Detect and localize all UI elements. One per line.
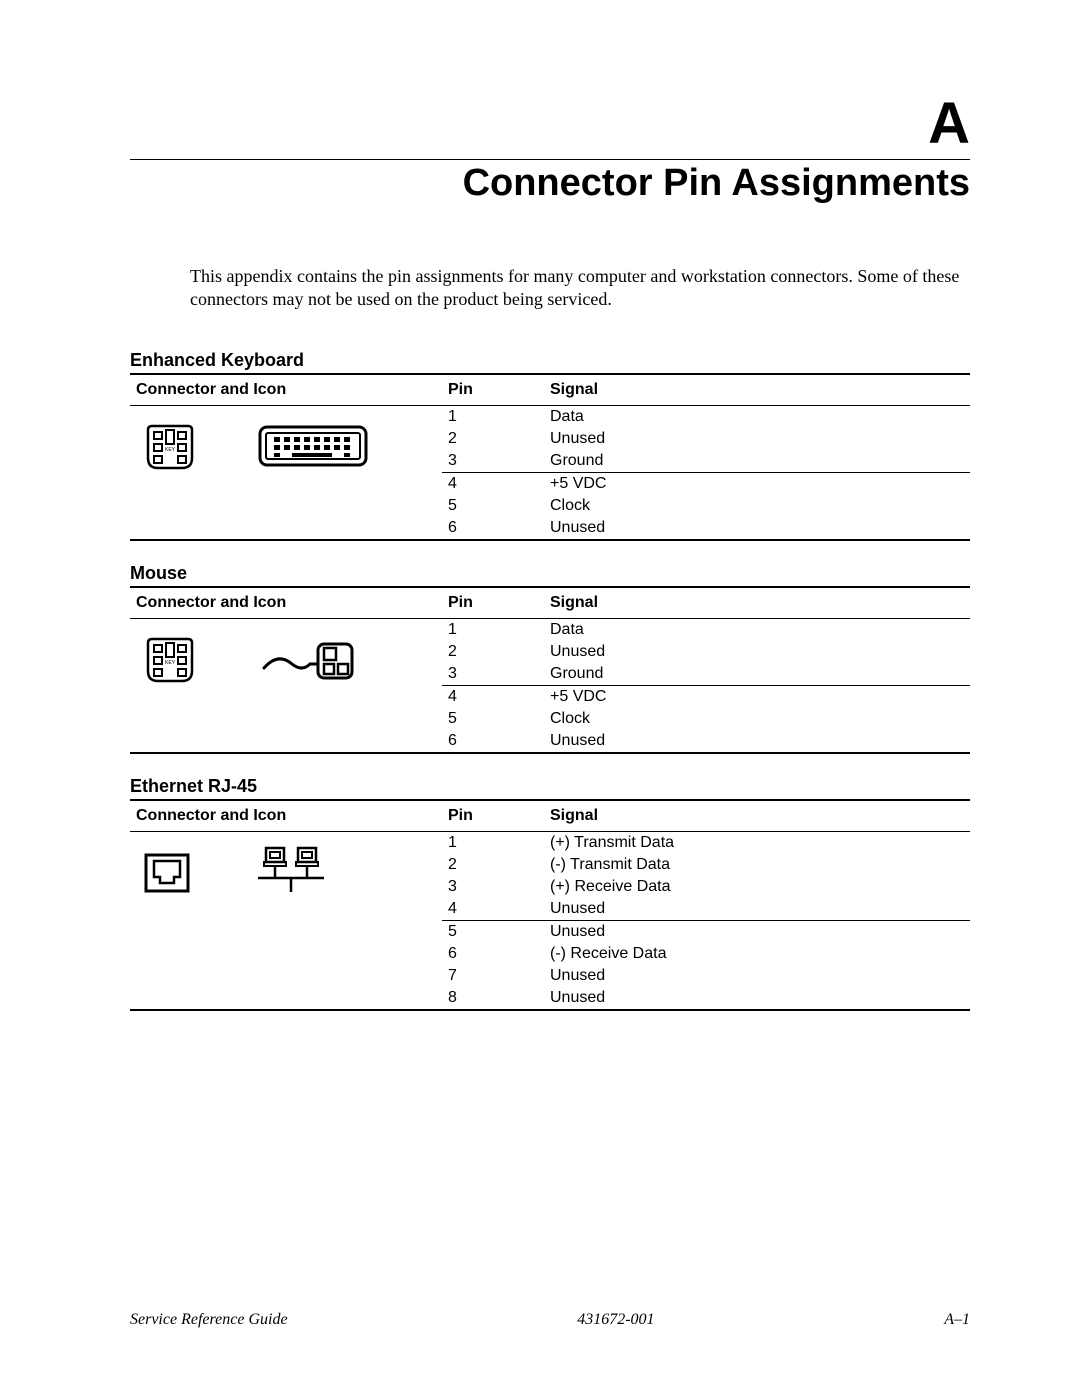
title-rule <box>130 159 970 160</box>
col-signal: Signal <box>544 374 970 406</box>
appendix-letter: A <box>130 95 970 153</box>
svg-text:KEY: KEY <box>165 447 176 453</box>
col-connector: Connector and Icon <box>130 374 442 406</box>
section-title-ethernet: Ethernet RJ-45 <box>130 776 970 797</box>
signal: Data <box>544 406 970 429</box>
table-row: KEY 1 Data <box>130 619 970 642</box>
chapter-title: Connector Pin Assignments <box>130 162 970 205</box>
table-row: KEY <box>130 406 970 429</box>
section-title-keyboard: Enhanced Keyboard <box>130 350 970 371</box>
rj45-connector-icon <box>142 847 192 897</box>
page-footer: Service Reference Guide 431672-001 A–1 <box>130 1311 970 1329</box>
mouse-table: Connector and Icon Pin Signal <box>130 586 970 758</box>
svg-text:KEY: KEY <box>165 660 176 666</box>
footer-right: A–1 <box>944 1311 970 1329</box>
network-icon <box>252 844 332 900</box>
page: A Connector Pin Assignments This appendi… <box>0 0 1080 1397</box>
intro-text: This appendix contains the pin assignmen… <box>190 265 970 310</box>
mouse-icon <box>258 634 358 684</box>
footer-left: Service Reference Guide <box>130 1311 288 1329</box>
keyboard-table: Connector and Icon Pin Signal <box>130 373 970 545</box>
ethernet-table: Connector and Icon Pin Signal <box>130 799 970 1015</box>
section-title-mouse: Mouse <box>130 563 970 584</box>
keyboard-icon <box>258 421 368 471</box>
ps2-connector-icon: KEY <box>142 418 198 474</box>
col-pin: Pin <box>442 374 544 406</box>
table-row: 1 (+) Transmit Data <box>130 832 970 855</box>
footer-center: 431672-001 <box>577 1311 654 1329</box>
ps2-connector-icon: KEY <box>142 631 198 687</box>
pin: 1 <box>442 406 544 429</box>
